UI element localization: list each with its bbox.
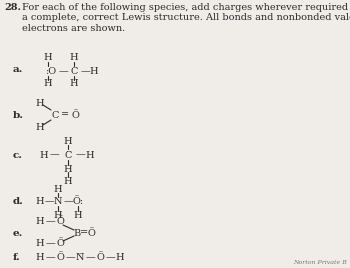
Text: 28.: 28.	[4, 3, 21, 12]
Text: H: H	[70, 80, 78, 88]
Text: —: —	[44, 198, 54, 207]
Text: H: H	[64, 136, 72, 146]
Text: H: H	[36, 99, 44, 107]
Text: H: H	[36, 198, 44, 207]
Text: C̈: C̈	[64, 151, 72, 159]
Text: H: H	[36, 218, 44, 226]
Text: H: H	[36, 254, 44, 262]
Text: c.: c.	[13, 151, 23, 159]
Text: H: H	[86, 151, 94, 159]
Text: Ö: Ö	[56, 240, 64, 248]
Text: H: H	[40, 151, 48, 159]
Text: For each of the following species, add charges wherever required to give
a compl: For each of the following species, add c…	[22, 3, 350, 33]
Text: —: —	[45, 254, 55, 262]
Text: e.: e.	[13, 229, 23, 237]
Text: Ö: Ö	[87, 229, 95, 237]
Text: —: —	[75, 151, 85, 159]
Text: H: H	[36, 122, 44, 132]
Text: H: H	[90, 68, 98, 76]
Text: —: —	[85, 254, 95, 262]
Text: —: —	[58, 68, 68, 76]
Text: Norton Private B: Norton Private B	[293, 260, 347, 265]
Text: H: H	[116, 254, 124, 262]
Text: —: —	[80, 68, 90, 76]
Text: Ö: Ö	[96, 254, 104, 262]
Text: H: H	[70, 54, 78, 62]
Text: N̈: N̈	[76, 254, 84, 262]
Text: —: —	[63, 198, 73, 207]
Text: Ö: Ö	[71, 110, 79, 120]
Text: H: H	[54, 184, 62, 193]
Text: —: —	[45, 218, 55, 226]
Text: H: H	[64, 165, 72, 173]
Text: :O: :O	[47, 68, 57, 76]
Text: —: —	[105, 254, 115, 262]
Text: H: H	[74, 210, 82, 219]
Text: =: =	[61, 110, 69, 120]
Text: Ö: Ö	[56, 254, 64, 262]
Text: b.: b.	[13, 110, 24, 120]
Text: —: —	[45, 240, 55, 248]
Text: H: H	[44, 54, 52, 62]
Text: a.: a.	[13, 65, 23, 75]
Text: H: H	[54, 210, 62, 219]
Text: H: H	[36, 240, 44, 248]
Text: Ö:: Ö:	[72, 198, 84, 207]
Text: —: —	[65, 254, 75, 262]
Text: f.: f.	[13, 254, 21, 262]
Text: =: =	[80, 229, 88, 237]
Text: H: H	[64, 177, 72, 187]
Text: N: N	[54, 198, 62, 207]
Text: H: H	[44, 80, 52, 88]
Text: B: B	[74, 229, 80, 237]
Text: Ö: Ö	[56, 218, 64, 226]
Text: C: C	[51, 110, 59, 120]
Text: d.: d.	[13, 198, 24, 207]
Text: C: C	[70, 68, 78, 76]
Text: —: —	[49, 151, 59, 159]
